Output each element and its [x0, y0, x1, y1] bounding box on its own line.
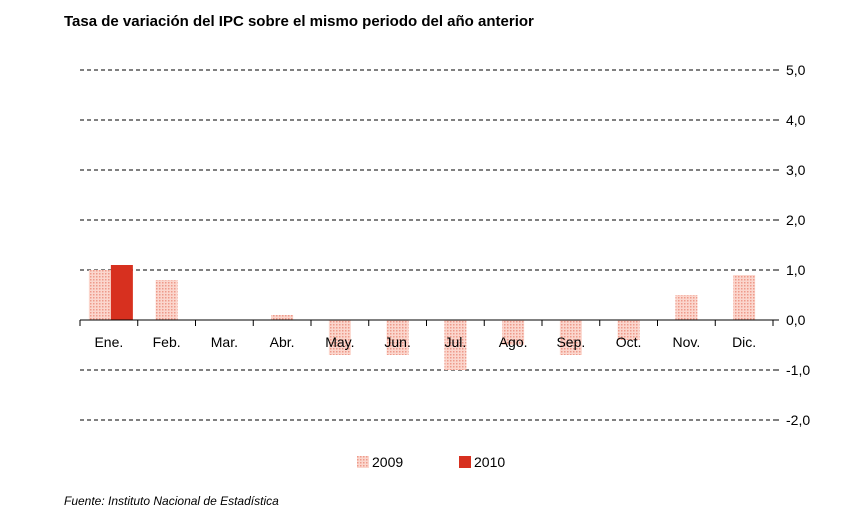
- x-tick-label: Ene.: [94, 334, 123, 350]
- bar-2009-ene: [88, 270, 111, 320]
- legend-label-2009: 2009: [372, 454, 403, 470]
- x-tick-label: Abr.: [270, 334, 295, 350]
- y-tick-label: 5,0: [786, 62, 806, 78]
- bar-2009-ago: [502, 320, 525, 345]
- x-tick-label: Jun.: [384, 334, 410, 350]
- y-tick-label: 1,0: [786, 262, 806, 278]
- y-tick-label: -1,0: [786, 362, 810, 378]
- x-tick-label: Sep.: [556, 334, 585, 350]
- bar-2009-nov: [675, 295, 698, 320]
- axes: 5,0 4,0 3,0 2,0 1,0 0,0 -1,0 -2,0 Ene. Feb. Mar. Ab…: [79, 62, 810, 428]
- y-tick-label: 3,0: [786, 162, 806, 178]
- legend: 2009 2010: [357, 454, 505, 470]
- x-tick-label: Dic.: [732, 334, 756, 350]
- source-note: Fuente: Instituto Nacional de Estadístic…: [64, 494, 279, 508]
- bar-2009-dic: [733, 275, 756, 320]
- bar-2009-may: [328, 320, 351, 355]
- bars: [88, 265, 756, 370]
- bar-2009-sep: [559, 320, 582, 355]
- bar-2009-oct: [617, 320, 640, 340]
- bar-2009-jun: [386, 320, 409, 355]
- legend-swatch-2009: [357, 456, 369, 468]
- y-tick-label: 2,0: [786, 212, 806, 228]
- bar-2009-jul: [444, 320, 467, 370]
- y-tick-label: -2,0: [786, 412, 810, 428]
- x-tick-label: Jul.: [444, 334, 466, 350]
- x-tick-label: Oct.: [616, 334, 642, 350]
- x-tick-label: Nov.: [673, 334, 701, 350]
- x-tick-label: Mar.: [211, 334, 238, 350]
- bar-2009-abr: [271, 315, 294, 320]
- bar-2010-ene: [110, 265, 133, 320]
- legend-swatch-2010: [459, 456, 471, 468]
- x-tick-label: Feb.: [153, 334, 181, 350]
- chart-title: Tasa de variación del IPC sobre el mismo…: [64, 13, 534, 30]
- legend-label-2010: 2010: [474, 454, 505, 470]
- x-tick-label: May.: [325, 334, 354, 350]
- bar-2009-feb: [155, 280, 178, 320]
- gridlines: [80, 69, 773, 421]
- x-tick-label: Ago.: [499, 334, 528, 350]
- y-tick-label: 4,0: [786, 112, 806, 128]
- y-tick-label: 0,0: [786, 312, 806, 328]
